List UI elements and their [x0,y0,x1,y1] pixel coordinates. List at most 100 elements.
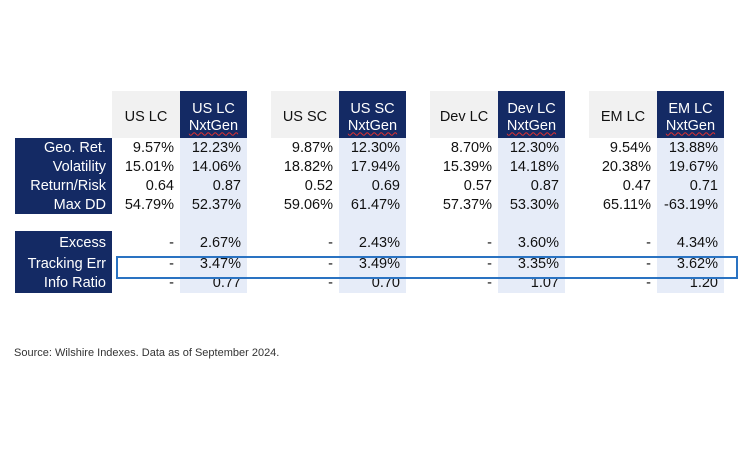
table-cell: - [169,255,174,272]
column-header-label: Dev LC [507,100,556,117]
column-gap [565,273,589,293]
table-cell: -63.19% [657,195,724,214]
column-header-sublabel: NxtGen [347,117,398,134]
column-gap [565,254,589,273]
table-cell [112,214,180,231]
column-header-sublabel: NxtGen [506,117,557,134]
column-gap [406,195,430,214]
table-cell: 0.70 [339,273,406,293]
source-note: Source: Wilshire Indexes. Data as of Sep… [14,347,280,359]
table-cell: 9.54% [609,139,651,156]
column-header-label: US LC [124,109,168,125]
column-gap [247,254,271,273]
table-cell: 12.23% [180,138,247,157]
table-cell: - [169,234,174,251]
table-cell: 3.35% [498,254,565,273]
column-gap [565,231,589,254]
column-gap [406,231,430,254]
column-gap [406,176,430,195]
column-gap [406,138,430,157]
table-cell: 1.07 [498,273,565,293]
column-gap [247,157,271,176]
column-header-label: EM LC [600,109,646,125]
table-cell: 0.52 [304,177,333,194]
column-gap [565,214,589,231]
table-cell: - [487,255,492,272]
row-label: Return/Risk [15,176,112,195]
table-cell: 61.47% [339,195,406,214]
table-cell: 12.30% [339,138,406,157]
column-gap [247,195,271,214]
table-cell: 0.71 [657,176,724,195]
column-header-label: US SC [350,100,395,117]
table-cell: 14.06% [180,157,247,176]
column-header: EM LC [589,91,657,138]
row-label: Geo. Ret. [15,138,112,157]
column-gap [565,195,589,214]
column-gap [565,138,589,157]
table-cell: 9.57% [132,139,174,156]
column-gap [565,157,589,176]
table-cell [498,214,565,231]
table-cell: 1.20 [657,273,724,293]
column-gap [247,176,271,195]
row-label: Max DD [15,195,112,214]
table-cell [271,214,339,231]
table-cell: - [646,275,651,291]
table-cell: 57.37% [442,196,492,213]
table-cell: - [487,275,492,291]
column-gap [247,231,271,254]
column-header-label: US SC [282,109,328,125]
column-gap [565,91,589,138]
table-cell: 0.47 [622,177,651,194]
column-header-sublabel: NxtGen [665,117,716,134]
row-label: Excess [15,231,112,254]
table-cell: 2.67% [180,231,247,254]
column-header-label: Dev LC [439,109,489,125]
column-gap [247,138,271,157]
table-cell: - [646,255,651,272]
table-cell: 13.88% [657,138,724,157]
table-cell: 65.11% [602,196,651,213]
column-header-label: US LC [192,100,235,117]
table-cell: 17.94% [339,157,406,176]
table-cell: 14.18% [498,157,565,176]
table-cell: - [328,255,333,272]
table-cell: - [487,234,492,251]
column-header: US SC [271,91,339,138]
table-cell: 9.87% [291,139,333,156]
table-cell: 15.39% [442,158,492,175]
column-header: Dev LC [430,91,498,138]
column-header-nxtgen: US SC NxtGen [339,91,406,138]
column-gap [406,214,430,231]
row-label: Info Ratio [15,273,112,293]
table-cell: 0.77 [180,273,247,293]
table-cell: 19.67% [657,157,724,176]
column-gap [247,214,271,231]
table-cell: 0.69 [339,176,406,195]
table-cell: - [646,234,651,251]
column-gap [247,91,271,138]
table-cell: - [328,234,333,251]
column-header-sublabel: NxtGen [188,117,239,134]
table-cell [339,214,406,231]
table-cell: 18.82% [283,158,333,175]
column-gap [406,157,430,176]
column-gap [406,91,430,138]
table-cell: 12.30% [498,138,565,157]
table-cell: 54.79% [124,196,174,213]
table-cell [657,214,724,231]
table-cell: 2.43% [339,231,406,254]
column-gap [406,254,430,273]
table-cell: 0.87 [180,176,247,195]
performance-table: US LC US LC NxtGen US SC US SC NxtGen Dev LC De… [15,91,724,293]
column-header-nxtgen: Dev LC NxtGen [498,91,565,138]
row-label: Volatility [15,157,112,176]
table-cell: 59.06% [283,196,333,213]
table-cell: 8.70% [450,139,492,156]
table-cell: 0.57 [463,177,492,194]
column-gap [565,176,589,195]
table-cell: 15.01% [124,158,174,175]
table-cell: 3.62% [657,254,724,273]
table-cell: 53.30% [498,195,565,214]
